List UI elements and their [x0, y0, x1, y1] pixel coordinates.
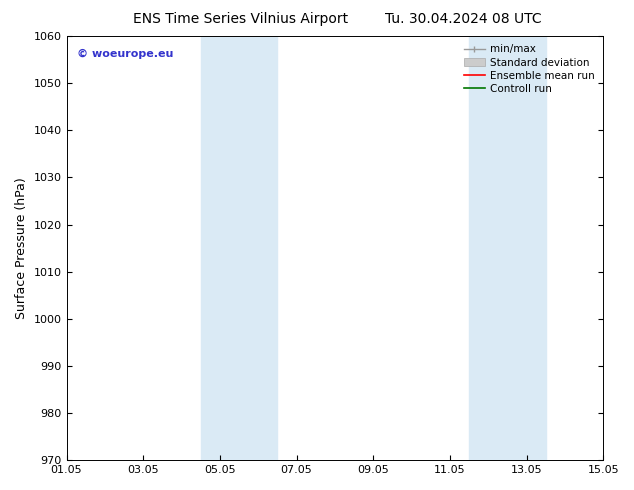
Bar: [239, 36, 277, 460]
Legend: min/max, Standard deviation, Ensemble mean run, Controll run: min/max, Standard deviation, Ensemble me…: [461, 41, 598, 97]
Text: Tu. 30.04.2024 08 UTC: Tu. 30.04.2024 08 UTC: [384, 12, 541, 26]
Y-axis label: Surface Pressure (hPa): Surface Pressure (hPa): [15, 177, 28, 319]
Text: ENS Time Series Vilnius Airport: ENS Time Series Vilnius Airport: [133, 12, 349, 26]
Bar: [201, 36, 239, 460]
Bar: [507, 36, 546, 460]
Bar: [469, 36, 507, 460]
Text: © woeurope.eu: © woeurope.eu: [77, 49, 174, 59]
